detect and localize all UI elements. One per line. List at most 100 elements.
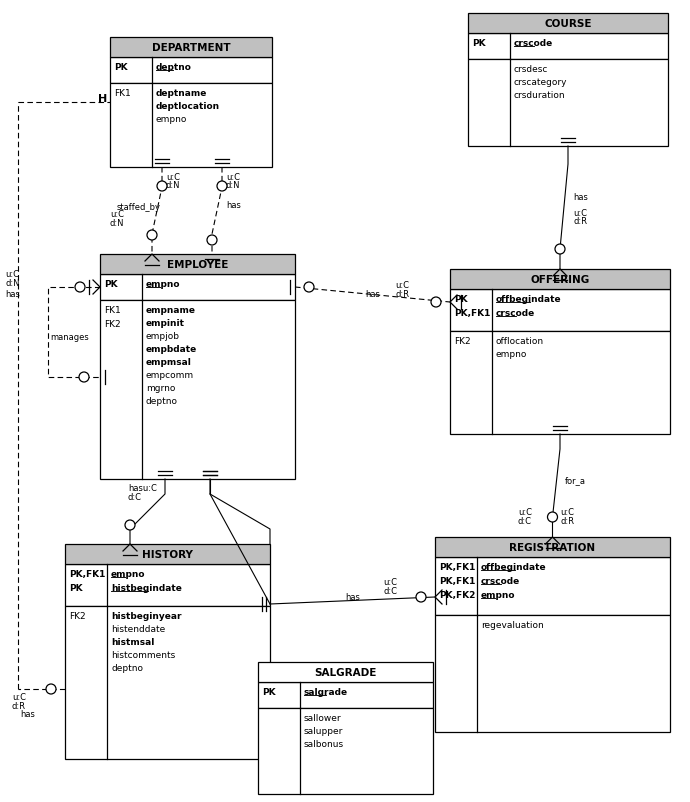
Text: crscode: crscode bbox=[496, 309, 535, 318]
Text: deptlocation: deptlocation bbox=[156, 102, 220, 111]
Text: u:C: u:C bbox=[166, 172, 180, 182]
Bar bbox=[450, 269, 670, 290]
Text: OFFERING: OFFERING bbox=[531, 274, 590, 285]
Text: has: has bbox=[573, 193, 588, 202]
Text: SALGRADE: SALGRADE bbox=[315, 667, 377, 677]
Text: REGISTRATION: REGISTRATION bbox=[509, 542, 595, 553]
Text: u:C: u:C bbox=[560, 508, 575, 516]
Text: FK1: FK1 bbox=[104, 306, 121, 314]
Bar bbox=[435, 615, 670, 732]
Bar bbox=[450, 331, 670, 435]
Bar bbox=[435, 537, 670, 557]
Bar bbox=[468, 34, 668, 60]
Text: has: has bbox=[365, 290, 380, 298]
Circle shape bbox=[147, 231, 157, 241]
Text: u:C: u:C bbox=[383, 577, 397, 586]
Text: u:C: u:C bbox=[226, 172, 240, 182]
Text: FK2: FK2 bbox=[454, 337, 471, 346]
Text: empjob: empjob bbox=[146, 331, 180, 341]
Circle shape bbox=[207, 236, 217, 245]
Bar bbox=[65, 606, 270, 759]
Text: u:C: u:C bbox=[573, 209, 587, 217]
Text: d:N: d:N bbox=[110, 219, 124, 228]
Bar bbox=[450, 290, 670, 331]
Circle shape bbox=[304, 282, 314, 293]
Bar bbox=[258, 683, 433, 708]
Bar bbox=[468, 60, 668, 147]
Text: d:R: d:R bbox=[12, 701, 26, 710]
Text: HISTORY: HISTORY bbox=[142, 549, 193, 559]
Text: crscategory: crscategory bbox=[514, 78, 567, 87]
Text: COURSE: COURSE bbox=[544, 19, 592, 29]
Text: d:R: d:R bbox=[560, 516, 575, 525]
Text: PK,FK2: PK,FK2 bbox=[439, 590, 475, 599]
Circle shape bbox=[431, 298, 441, 308]
Text: histcomments: histcomments bbox=[111, 650, 175, 659]
Bar bbox=[100, 255, 295, 274]
Text: has: has bbox=[226, 200, 241, 210]
Bar bbox=[110, 84, 272, 168]
Circle shape bbox=[555, 245, 565, 255]
Text: u:C: u:C bbox=[12, 692, 26, 701]
Text: has: has bbox=[20, 709, 35, 718]
Text: PK,FK1: PK,FK1 bbox=[439, 577, 475, 585]
Text: d:N: d:N bbox=[226, 180, 241, 190]
Text: EMPLOYEE: EMPLOYEE bbox=[167, 260, 228, 269]
Text: salgrade: salgrade bbox=[304, 687, 348, 696]
Text: empno: empno bbox=[481, 590, 515, 599]
Text: PK: PK bbox=[104, 280, 117, 289]
Bar bbox=[100, 301, 295, 480]
Text: staffed_by: staffed_by bbox=[117, 203, 161, 212]
Bar bbox=[100, 274, 295, 301]
Text: u:C: u:C bbox=[395, 281, 409, 290]
Text: empname: empname bbox=[146, 306, 196, 314]
Circle shape bbox=[416, 592, 426, 602]
Text: PK: PK bbox=[472, 39, 486, 48]
Text: PK,FK1: PK,FK1 bbox=[69, 569, 106, 578]
Text: histbeginyear: histbeginyear bbox=[111, 611, 181, 620]
Text: hasu:C: hasu:C bbox=[128, 484, 157, 492]
Circle shape bbox=[125, 520, 135, 530]
Text: u:C: u:C bbox=[518, 508, 532, 516]
Text: u:C: u:C bbox=[5, 269, 19, 278]
Text: PK: PK bbox=[114, 63, 128, 72]
Text: d:N: d:N bbox=[5, 278, 19, 288]
Bar bbox=[258, 708, 433, 794]
Text: FK2: FK2 bbox=[69, 611, 86, 620]
Text: deptno: deptno bbox=[156, 63, 192, 72]
Circle shape bbox=[46, 684, 56, 695]
Text: crsdesc: crsdesc bbox=[514, 65, 549, 74]
Text: d:N: d:N bbox=[166, 180, 181, 190]
Text: PK,FK1: PK,FK1 bbox=[439, 562, 475, 571]
Text: PK,FK1: PK,FK1 bbox=[454, 309, 491, 318]
Text: regevaluation: regevaluation bbox=[481, 620, 544, 630]
Text: d:R: d:R bbox=[573, 217, 587, 226]
Text: H: H bbox=[98, 94, 107, 104]
Text: deptname: deptname bbox=[156, 89, 208, 98]
Text: empno: empno bbox=[156, 115, 188, 124]
Text: FK1: FK1 bbox=[114, 89, 130, 98]
Text: d:C: d:C bbox=[383, 586, 397, 595]
Bar bbox=[110, 58, 272, 84]
Text: PK: PK bbox=[69, 583, 83, 592]
Text: offbegindate: offbegindate bbox=[496, 294, 562, 304]
Text: manages: manages bbox=[50, 333, 89, 342]
Bar bbox=[435, 557, 670, 615]
Text: d:R: d:R bbox=[395, 290, 409, 298]
Circle shape bbox=[217, 182, 227, 192]
Text: histbegindate: histbegindate bbox=[111, 583, 182, 592]
Text: deptno: deptno bbox=[111, 663, 143, 672]
Text: empcomm: empcomm bbox=[146, 371, 194, 379]
Text: for_a: for_a bbox=[565, 476, 586, 485]
Text: sallower: sallower bbox=[304, 713, 342, 722]
Circle shape bbox=[79, 373, 89, 383]
Text: empno: empno bbox=[496, 350, 527, 358]
Text: histenddate: histenddate bbox=[111, 624, 165, 634]
Text: crscode: crscode bbox=[481, 577, 520, 585]
Circle shape bbox=[157, 182, 167, 192]
Bar bbox=[65, 545, 270, 565]
Text: mgrno: mgrno bbox=[146, 383, 175, 392]
Text: offbegindate: offbegindate bbox=[481, 562, 546, 571]
Text: deptno: deptno bbox=[146, 396, 178, 406]
Bar bbox=[110, 38, 272, 58]
